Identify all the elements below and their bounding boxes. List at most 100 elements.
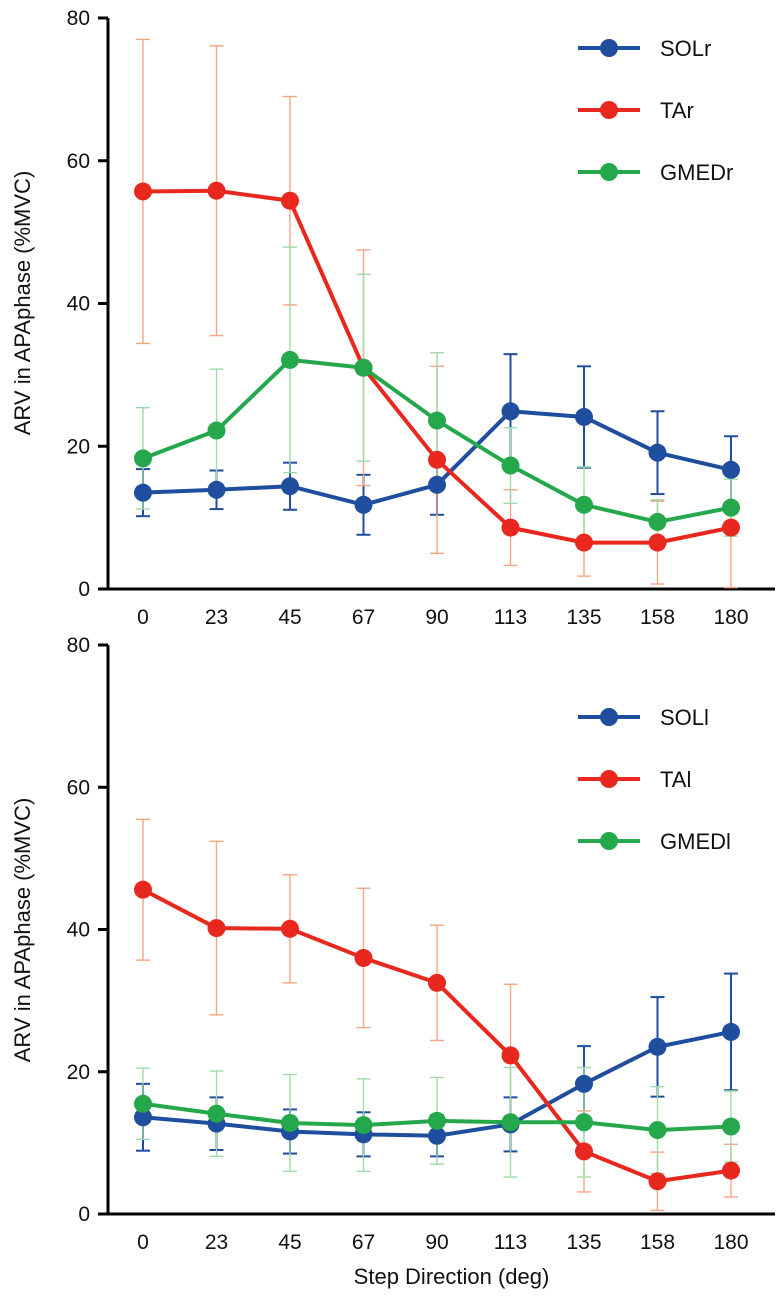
legend-label: SOLl	[660, 705, 709, 730]
data-point-gmedr	[134, 449, 152, 468]
x-tick-label: 23	[205, 606, 228, 629]
x-tick-label: 113	[494, 1231, 527, 1254]
x-tick-label: 90	[425, 1231, 448, 1254]
legend-marker	[600, 101, 618, 119]
y-tick-label: 40	[67, 293, 90, 316]
data-point-solr	[722, 460, 740, 479]
legend: SOLl TAl GMEDl	[578, 705, 731, 854]
x-tick-label: 135	[566, 606, 601, 629]
data-point-tal	[354, 948, 373, 967]
data-point-gmedr	[501, 456, 520, 475]
y-tick-label: 20	[67, 1061, 90, 1084]
data-point-tar	[722, 518, 740, 537]
y-tick-label: 0	[78, 1203, 90, 1226]
data-point-gmedr	[575, 495, 593, 514]
x-tick-label: 45	[278, 1231, 301, 1254]
x-axis-title: Step Direction (deg)	[354, 1264, 550, 1289]
data-point-gmedl	[648, 1121, 667, 1140]
y-axis-title: ARV in APAphase (%MVC)	[10, 798, 35, 1063]
legend-marker	[600, 832, 618, 850]
x-tick-label: 180	[713, 1231, 748, 1254]
x-tick-label: 113	[494, 606, 527, 629]
y-tick-label: 20	[67, 435, 90, 458]
y-tick-label: 0	[78, 578, 90, 601]
data-point-gmedl	[354, 1116, 373, 1135]
y-tick-label: 60	[67, 150, 90, 173]
data-point-soll	[648, 1037, 667, 1056]
data-point-gmedr	[207, 421, 226, 440]
y-axis-title: ARV in APAphase (%MVC)	[10, 171, 35, 436]
data-point-soll	[575, 1074, 593, 1093]
data-point-tar	[207, 181, 226, 200]
data-point-gmedl	[207, 1104, 226, 1123]
chart-panel-2: 0 20 40 60 80 0 23 45 67 90 113 135 158 180 ARV in APA…	[10, 634, 775, 1289]
data-point-tal	[648, 1172, 667, 1191]
data-point-gmedr	[648, 512, 667, 531]
data-point-gmedr	[281, 350, 299, 369]
data-point-solr	[281, 477, 299, 496]
data-point-tal	[134, 880, 152, 899]
x-tick-label: 23	[205, 1231, 228, 1254]
data-point-gmedl	[722, 1117, 740, 1136]
data-point-tar	[575, 533, 593, 552]
legend-item-tar: TAr	[578, 98, 694, 123]
x-tick-label: 0	[137, 1231, 149, 1254]
legend-label: GMEDl	[660, 829, 731, 854]
x-tick-label: 67	[352, 1231, 375, 1254]
y-tick-label: 40	[67, 919, 90, 942]
data-point-tar	[428, 450, 446, 469]
data-point-solr	[501, 402, 520, 421]
data-point-tal	[207, 919, 226, 938]
legend-label: SOLr	[660, 36, 711, 61]
data-point-tar	[648, 533, 667, 552]
legend-marker	[600, 163, 618, 181]
data-point-soll	[134, 1108, 152, 1127]
y-tick-label: 80	[67, 7, 90, 30]
data-point-soll	[428, 1126, 446, 1145]
legend-item-soll: SOLl	[578, 705, 709, 730]
legend-marker	[600, 39, 618, 57]
legend: SOLr TAr GMEDr	[578, 36, 733, 185]
legend-label: TAr	[660, 98, 694, 123]
data-point-solr	[354, 495, 373, 514]
data-point-solr	[207, 480, 226, 499]
data-point-solr	[428, 475, 446, 494]
data-point-solr	[134, 483, 152, 502]
legend-label: GMEDr	[660, 160, 733, 185]
chart-panel-1: 0 20 40 60 80 0 23 45 67 90 113 135 158 180 ARV in APA…	[10, 7, 775, 629]
data-point-gmedl	[428, 1111, 446, 1130]
data-point-gmedr	[354, 358, 373, 377]
data-point-gmedl	[134, 1094, 152, 1113]
data-point-tar	[134, 182, 152, 201]
x-tick-label: 158	[640, 606, 675, 629]
data-point-tar	[501, 518, 520, 537]
data-point-tar	[281, 191, 299, 210]
x-tick-label: 45	[278, 606, 301, 629]
legend-item-gmedr: GMEDr	[578, 160, 733, 185]
y-tick-label: 80	[67, 634, 90, 657]
data-point-tal	[428, 973, 446, 992]
data-point-tal	[575, 1142, 593, 1161]
data-point-gmedl	[501, 1113, 520, 1132]
x-tick-label: 90	[425, 606, 448, 629]
x-tick-label: 67	[352, 606, 375, 629]
legend-marker	[600, 770, 618, 788]
legend-marker	[600, 708, 618, 726]
data-point-tal	[722, 1161, 740, 1180]
data-point-gmedl	[575, 1113, 593, 1132]
legend-label: TAl	[660, 767, 691, 792]
data-point-gmedl	[281, 1113, 299, 1132]
data-point-solr	[648, 443, 667, 462]
y-tick-label: 60	[67, 776, 90, 799]
x-tick-label: 180	[713, 606, 748, 629]
data-point-soll	[722, 1022, 740, 1041]
data-point-gmedr	[428, 411, 446, 430]
x-tick-label: 158	[640, 1231, 675, 1254]
legend-item-solr: SOLr	[578, 36, 711, 61]
legend-item-gmedl: GMEDl	[578, 829, 731, 854]
legend-item-tal: TAl	[578, 767, 691, 792]
x-tick-label: 135	[566, 1231, 601, 1254]
data-point-gmedr	[722, 498, 740, 517]
